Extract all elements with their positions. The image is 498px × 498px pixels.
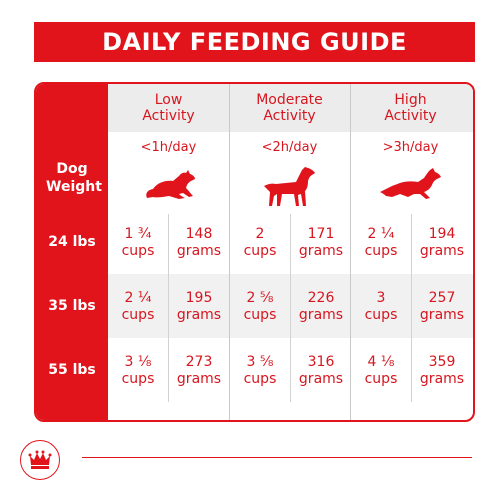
grams-unit: grams bbox=[419, 243, 465, 259]
cups-cell: 2 ¼ cups bbox=[108, 290, 168, 324]
lying-dog-icon bbox=[108, 164, 229, 212]
grams-unit: grams bbox=[176, 371, 222, 387]
crown-logo-icon bbox=[20, 440, 60, 480]
grams-unit: grams bbox=[176, 243, 222, 259]
cups-amount: 3 ⅝ bbox=[246, 354, 274, 370]
header-band bbox=[108, 84, 473, 132]
weight-column: Dog Weight 24 lbs 35 lbs 55 lbs bbox=[36, 84, 108, 420]
grams-amount: 359 bbox=[428, 354, 456, 370]
column-title-high: High Activity bbox=[350, 92, 471, 124]
grams-amount: 316 bbox=[307, 354, 335, 370]
cups-cell: 4 ⅛ cups bbox=[351, 354, 411, 388]
cups-amount: 4 ⅛ bbox=[367, 354, 395, 370]
grams-cell: 316 grams bbox=[291, 354, 351, 388]
grams-amount: 195 bbox=[185, 290, 213, 306]
weight-label: 24 lbs bbox=[48, 234, 96, 250]
time-high: >3h/day bbox=[382, 140, 439, 155]
cups-amount: 2 ¼ bbox=[367, 226, 395, 242]
cups-unit: cups bbox=[364, 243, 398, 259]
title-line: Activity bbox=[384, 108, 437, 124]
cups-cell: 2 ⅝ cups bbox=[230, 290, 290, 324]
cups-cell: 3 ⅛ cups bbox=[108, 354, 168, 388]
title-line: Moderate bbox=[256, 92, 323, 108]
time-low: <1h/day bbox=[140, 140, 197, 155]
grams-amount: 257 bbox=[428, 290, 456, 306]
grams-amount: 148 bbox=[185, 226, 213, 242]
feeding-table: Dog Weight 24 lbs 35 lbs 55 lbs Low Acti… bbox=[34, 82, 475, 422]
cups-unit: cups bbox=[243, 371, 277, 387]
grams-amount: 194 bbox=[428, 226, 456, 242]
grams-amount: 226 bbox=[307, 290, 335, 306]
cups-cell: 2 ¼ cups bbox=[351, 226, 411, 260]
cups-unit: cups bbox=[121, 243, 155, 259]
weight-35: 35 lbs bbox=[36, 274, 108, 338]
weight-55: 55 lbs bbox=[36, 338, 108, 402]
time-moderate: <2h/day bbox=[261, 140, 318, 155]
weight-header: Dog Weight bbox=[36, 144, 108, 212]
grams-cell: 195 grams bbox=[169, 290, 229, 324]
grams-cell: 148 grams bbox=[169, 226, 229, 260]
column-divider bbox=[229, 84, 230, 420]
title-line: Activity bbox=[263, 108, 316, 124]
column-divider bbox=[350, 84, 351, 420]
weight-label: 55 lbs bbox=[48, 362, 96, 378]
grams-unit: grams bbox=[176, 307, 222, 323]
cups-cell: 2 cups bbox=[230, 226, 290, 260]
cups-amount: 2 bbox=[255, 226, 265, 242]
cups-unit: cups bbox=[121, 307, 155, 323]
grams-cell: 273 grams bbox=[169, 354, 229, 388]
cups-cell: 3 ⅝ cups bbox=[230, 354, 290, 388]
cups-unit: cups bbox=[243, 307, 277, 323]
grams-unit: grams bbox=[298, 371, 344, 387]
grams-cell: 359 grams bbox=[412, 354, 472, 388]
cups-amount: 3 ⅛ bbox=[124, 354, 152, 370]
leaping-dog-icon bbox=[350, 164, 471, 212]
column-title-moderate: Moderate Activity bbox=[229, 92, 350, 124]
page-title: DAILY FEEDING GUIDE bbox=[102, 28, 407, 56]
cups-unit: cups bbox=[364, 307, 398, 323]
title-line: Activity bbox=[142, 108, 195, 124]
cups-amount: 3 bbox=[376, 290, 386, 306]
grams-unit: grams bbox=[419, 371, 465, 387]
title-line: Low bbox=[154, 92, 183, 108]
grams-unit: grams bbox=[419, 307, 465, 323]
grams-cell: 257 grams bbox=[412, 290, 472, 324]
column-title-low: Low Activity bbox=[108, 92, 229, 124]
footer-divider bbox=[82, 457, 472, 458]
grams-cell: 226 grams bbox=[291, 290, 351, 324]
cups-cell: 3 cups bbox=[351, 290, 411, 324]
sub-divider bbox=[411, 214, 412, 402]
standing-dog-icon bbox=[229, 164, 350, 212]
cups-unit: cups bbox=[364, 371, 398, 387]
grams-cell: 171 grams bbox=[291, 226, 351, 260]
grams-amount: 273 bbox=[185, 354, 213, 370]
page-title-banner: DAILY FEEDING GUIDE bbox=[34, 22, 475, 62]
grams-cell: 194 grams bbox=[412, 226, 472, 260]
cups-amount: 1 ¾ bbox=[124, 226, 152, 242]
sub-divider bbox=[290, 214, 291, 402]
cups-unit: cups bbox=[121, 371, 155, 387]
grams-unit: grams bbox=[298, 243, 344, 259]
cups-amount: 2 ¼ bbox=[124, 290, 152, 306]
grams-unit: grams bbox=[298, 307, 344, 323]
grams-amount: 171 bbox=[307, 226, 335, 242]
cups-unit: cups bbox=[243, 243, 277, 259]
sub-divider bbox=[168, 214, 169, 402]
cups-amount: 2 ⅝ bbox=[246, 290, 274, 306]
weight-header-label: Dog Weight bbox=[46, 161, 102, 195]
weight-label: 35 lbs bbox=[48, 298, 96, 314]
title-line: High bbox=[394, 92, 427, 108]
cups-cell: 1 ¾ cups bbox=[108, 226, 168, 260]
weight-24: 24 lbs bbox=[36, 210, 108, 274]
